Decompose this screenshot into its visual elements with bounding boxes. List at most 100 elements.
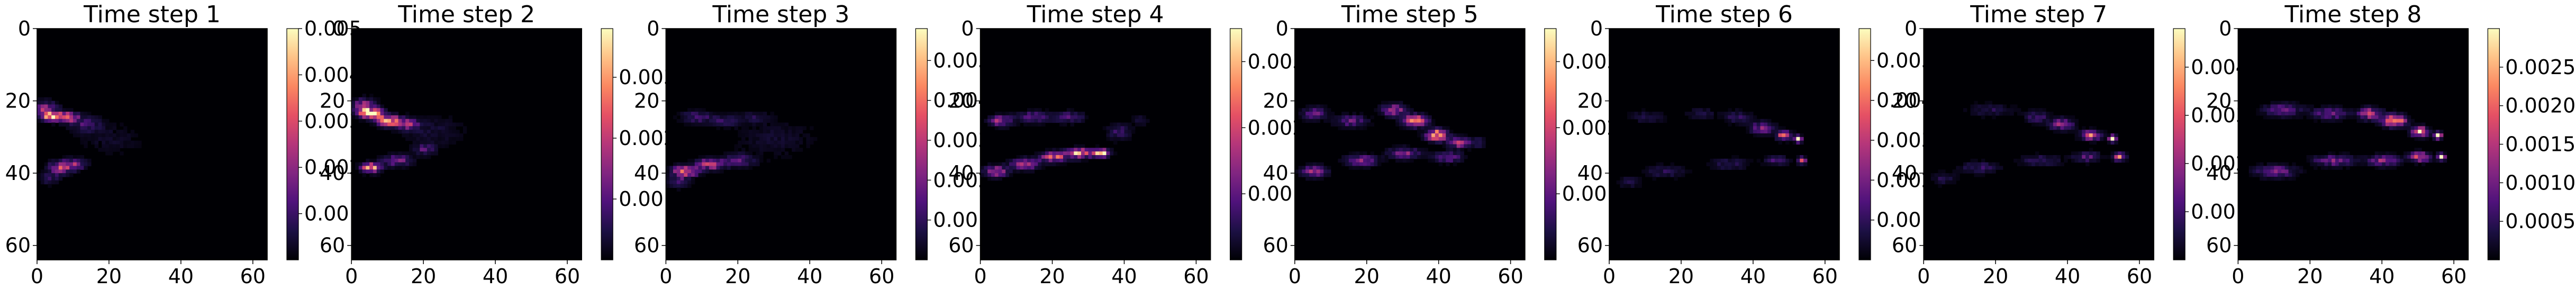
- heatmap-cell: [1023, 166, 1028, 170]
- heatmap-panel-1: Time step 10 20 40 6002040600.0010.0020.003…: [5, 1, 362, 288]
- heatmap-cell: [1803, 155, 1808, 159]
- heatmap-cell: [727, 112, 731, 116]
- heatmap-cell: [1420, 122, 1425, 127]
- heatmap-cell: [1424, 119, 1428, 123]
- heatmap-cell: [763, 144, 767, 148]
- heatmap-cell: [1438, 137, 1443, 141]
- heatmap-cell: [694, 115, 699, 120]
- heatmap-cell: [1128, 126, 1132, 130]
- heatmap-cell: [1706, 115, 1710, 120]
- heatmap-cell: [1106, 137, 1110, 141]
- heatmap-cell: [698, 162, 702, 167]
- heatmap-cell: [676, 180, 681, 185]
- heatmap-cell: [2284, 104, 2289, 109]
- heatmap-cell: [2096, 158, 2100, 163]
- heatmap-cell: [37, 173, 41, 177]
- heatmap-cell: [2374, 104, 2379, 109]
- heatmap-cell: [2274, 173, 2278, 177]
- heatmap-cell: [2078, 158, 2082, 163]
- heatmap-cell: [1778, 158, 1782, 163]
- heatmap-cell: [80, 130, 84, 134]
- heatmap-image: [980, 29, 1211, 260]
- heatmap-cell: [2414, 162, 2418, 167]
- heatmap-cell: [748, 122, 753, 127]
- heatmap-cell: [1312, 112, 1317, 116]
- heatmap-cell: [1045, 155, 1049, 159]
- heatmap-cell: [376, 166, 381, 170]
- heatmap-cell: [2324, 112, 2328, 116]
- heatmap-cell: [1764, 122, 1768, 127]
- heatmap-cell: [741, 140, 746, 145]
- heatmap-cell: [2353, 115, 2357, 120]
- heatmap-cell: [748, 148, 753, 152]
- heatmap-cell: [694, 119, 699, 123]
- heatmap-cell: [2306, 158, 2310, 163]
- heatmap-cell: [684, 184, 688, 188]
- heatmap-cell: [416, 130, 420, 134]
- heatmap-cell: [380, 108, 384, 112]
- heatmap-cell: [1005, 122, 1010, 127]
- heatmap-cell: [687, 112, 692, 116]
- heatmap-cell: [684, 122, 688, 127]
- heatmap-cell: [94, 137, 99, 141]
- heatmap-cell: [1453, 144, 1457, 148]
- heatmap-cell: [1778, 155, 1782, 159]
- heatmap-cell: [2082, 126, 2086, 130]
- heatmap-cell: [1778, 130, 1782, 134]
- heatmap-cell: [1792, 137, 1797, 141]
- heatmap-cell: [2096, 155, 2100, 159]
- heatmap-cell: [1074, 144, 1078, 148]
- heatmap-cell: [691, 119, 695, 123]
- heatmap-cell: [2407, 130, 2411, 134]
- heatmap-cell: [748, 130, 753, 134]
- heatmap-cell: [1395, 158, 1400, 163]
- heatmap-cell: [1645, 112, 1649, 116]
- heatmap-cell: [1034, 158, 1038, 163]
- heatmap-cell: [445, 126, 449, 130]
- heatmap-cell: [398, 155, 402, 159]
- heatmap-cell: [2324, 158, 2328, 163]
- heatmap-cell: [1970, 166, 1974, 170]
- heatmap-cell: [2089, 126, 2093, 130]
- heatmap-cell: [2114, 140, 2118, 145]
- heatmap-cell: [1992, 166, 1996, 170]
- heatmap-cell: [2284, 169, 2289, 174]
- heatmap-cell: [1435, 126, 1439, 130]
- heatmap-cell: [684, 169, 688, 174]
- heatmap-cell: [445, 144, 449, 148]
- heatmap-cell: [1356, 158, 1360, 163]
- heatmap-cell: [1410, 158, 1414, 163]
- heatmap-cell: [2013, 108, 2018, 112]
- heatmap-cell: [766, 148, 771, 152]
- heatmap-cell: [405, 162, 410, 167]
- heatmap-cell: [1009, 122, 1013, 127]
- heatmap-cell: [369, 115, 374, 120]
- heatmap-cell: [752, 155, 756, 159]
- heatmap-cell: [2403, 151, 2408, 156]
- heatmap-cell: [1392, 115, 1396, 120]
- heatmap-cell: [1645, 173, 1649, 177]
- heatmap-cell: [1135, 122, 1139, 127]
- heatmap-cell: [2392, 166, 2397, 170]
- heatmap-cell: [998, 122, 1002, 127]
- x-tick-label: 0: [1289, 265, 1301, 288]
- heatmap-cell: [48, 166, 52, 170]
- heatmap-cell: [1717, 158, 1721, 163]
- heatmap-cell: [2385, 122, 2390, 127]
- heatmap-cell: [2410, 119, 2415, 123]
- x-tick-label: 40: [483, 265, 508, 288]
- heatmap-cell: [2270, 104, 2274, 109]
- heatmap-cell: [799, 140, 803, 145]
- heatmap-cell: [1641, 115, 1646, 120]
- heatmap-cell: [2125, 155, 2129, 159]
- heatmap-cell: [434, 148, 438, 152]
- heatmap-cell: [430, 119, 435, 123]
- heatmap-cell: [1984, 108, 1989, 112]
- heatmap-cell: [723, 155, 728, 159]
- heatmap-cell: [1670, 166, 1674, 170]
- heatmap-cell: [40, 97, 45, 102]
- heatmap-cell: [1934, 180, 1938, 185]
- heatmap-cell: [1023, 158, 1028, 163]
- heatmap-cell: [792, 133, 796, 138]
- heatmap-cell: [2042, 108, 2046, 112]
